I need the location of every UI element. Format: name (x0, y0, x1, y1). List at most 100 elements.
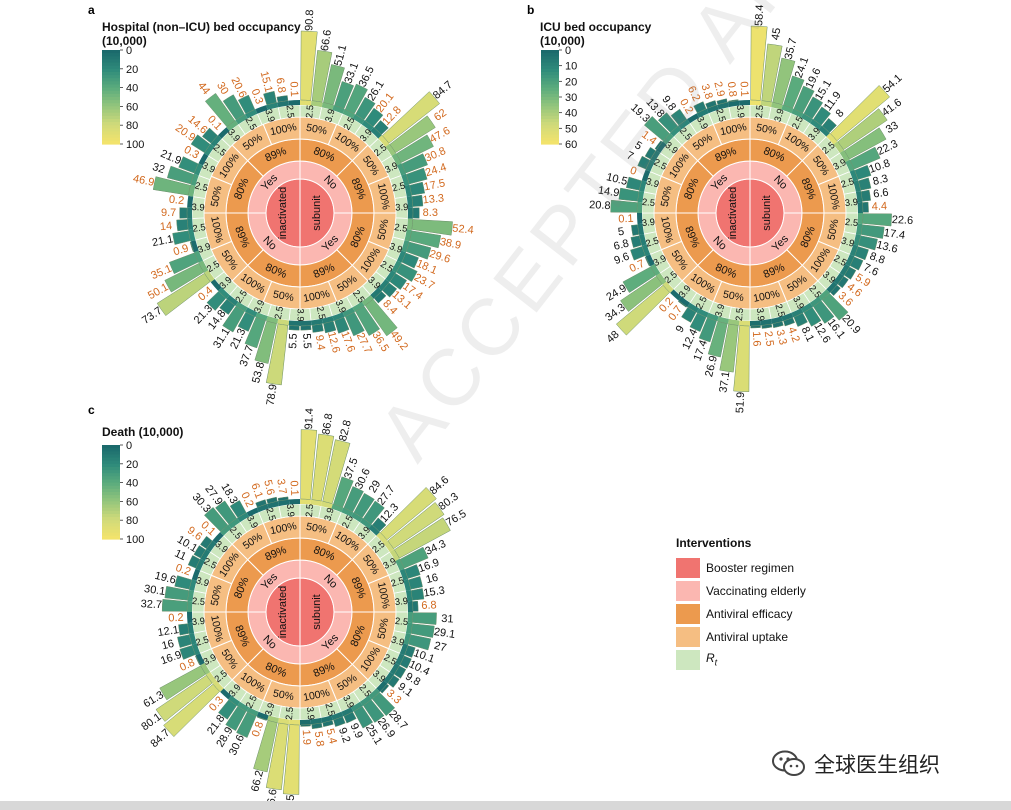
data-label: 31 (441, 613, 454, 626)
legend-label-efficacy: Antiviral efficacy (706, 606, 793, 621)
value-ring-segment (266, 316, 279, 324)
colorbar-segment (541, 78, 559, 82)
data-label: 5.5 (287, 333, 300, 349)
data-bar (353, 492, 375, 519)
data-label: 3.7 (274, 478, 288, 495)
data-bar (219, 298, 236, 315)
bottom-bar (0, 801, 1011, 810)
legend-item-rt: Rt (676, 648, 836, 671)
data-bar (204, 92, 236, 128)
legend-item-elderly: Vaccinating elderly (676, 579, 836, 602)
data-bar (681, 306, 697, 323)
data-bar (837, 275, 849, 289)
data-bar (849, 146, 881, 170)
data-bar (164, 585, 190, 601)
data-bar (300, 429, 318, 500)
rt-label: 3.9 (844, 197, 858, 209)
colorbar-segment (102, 457, 120, 462)
data-bar (716, 98, 728, 105)
panel-a-letter: a (88, 3, 95, 17)
rt-label: 3.9 (263, 702, 277, 718)
data-bar (382, 282, 398, 298)
data-bar (719, 323, 739, 373)
data-bar (630, 235, 642, 248)
data-bar (373, 290, 387, 304)
data-label: 7.6 (861, 261, 880, 278)
data-bar (333, 476, 354, 508)
value-ring-segment (332, 105, 345, 114)
data-label: 3.8 (698, 82, 714, 100)
data-bar (222, 305, 245, 333)
value-ring-segment (396, 163, 406, 176)
data-label: 0.2 (168, 612, 184, 625)
data-bar (644, 146, 657, 160)
colorbar-segment (102, 451, 120, 455)
data-label: 9.4 (313, 334, 327, 351)
uptake-label: 50% (755, 122, 778, 138)
data-label: 62 (432, 107, 449, 124)
value-ring-segment (350, 512, 363, 523)
value-ring-segment (826, 133, 838, 145)
colorbar-segment (541, 125, 559, 129)
logo-text: 全球医生组织 (814, 753, 940, 777)
colorbar-segment (102, 523, 120, 528)
data-label: 9.9 (348, 721, 365, 740)
value-ring-segment (226, 294, 239, 306)
data-bar (236, 711, 257, 738)
panel-c-chart: c020406080100subunitinactivatedNoYesNoYe… (88, 403, 468, 810)
rt-segment (277, 104, 301, 120)
value-ring-segment (696, 108, 709, 118)
data-label: 8.3 (423, 207, 438, 219)
data-bar (178, 156, 199, 174)
data-label: 5.6 (261, 479, 276, 497)
colorbar-tick-label: 80 (126, 515, 138, 527)
value-ring-segment (368, 524, 380, 536)
data-bar (237, 94, 256, 115)
data-bar (218, 699, 238, 720)
colorbar-segment (541, 97, 559, 101)
panel-c-colorbar: 0 20 40 60 80 100 (102, 440, 144, 546)
value-ring-segment (376, 680, 388, 692)
value-ring-segment (255, 312, 268, 321)
rt-label: 2.5 (284, 104, 296, 118)
rt-label: 2.5 (713, 107, 727, 123)
uptake-label: 100% (719, 121, 748, 138)
colorbar-segment (102, 62, 120, 67)
data-bar (412, 612, 437, 625)
data-label: 12.6 (325, 330, 342, 354)
data-bar (860, 189, 871, 202)
uptake-label: 50% (305, 521, 328, 537)
data-bar (783, 75, 805, 109)
colorbar-segment (541, 106, 559, 111)
data-bar (389, 115, 436, 153)
value-ring-segment (662, 133, 674, 145)
data-bar (323, 320, 337, 334)
colorbar-segment (102, 479, 120, 484)
colorbar-segment (102, 498, 120, 502)
data-bar (830, 85, 890, 142)
value-ring-segment (383, 672, 394, 684)
value-ring-segment (210, 279, 222, 291)
value-ring-segment (760, 318, 773, 326)
rt-symbol: R (706, 651, 715, 666)
data-bar (854, 164, 872, 180)
value-ring-segment (855, 190, 863, 203)
data-bar (163, 683, 220, 738)
data-bar (300, 30, 318, 101)
colorbar-segment (541, 100, 559, 104)
data-bar (615, 284, 670, 336)
data-label: 11 (173, 548, 188, 564)
data-bar (387, 674, 400, 688)
data-label: 33 (884, 119, 901, 136)
colorbar-segment (102, 445, 120, 449)
colorbar-segment (102, 71, 120, 76)
data-bar (610, 199, 638, 213)
value-ring-segment (300, 719, 312, 725)
value-ring-segment (187, 589, 195, 602)
rt-label: 2.5 (844, 217, 858, 229)
data-bar (393, 517, 451, 559)
data-bar (161, 599, 188, 612)
value-ring-segment (300, 100, 312, 106)
data-bar (276, 95, 289, 103)
data-bar (334, 81, 355, 110)
